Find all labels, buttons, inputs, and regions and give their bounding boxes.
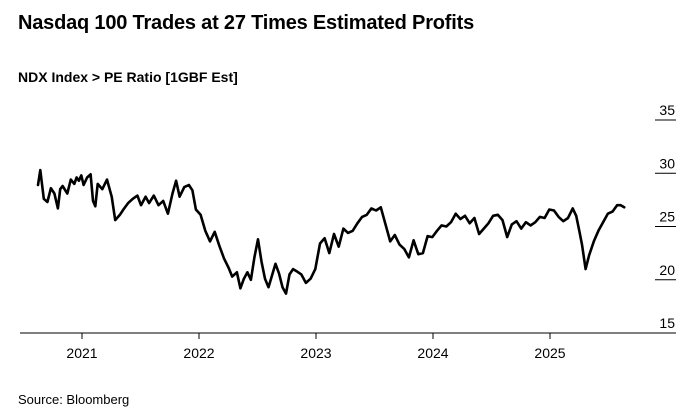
y-tick-label: 25	[659, 209, 675, 225]
y-tick-label: 15	[659, 315, 675, 331]
y-tick-label: 35	[659, 102, 675, 118]
y-axis: 15 20 25 30 35	[655, 102, 676, 334]
x-tick-label: 2025	[534, 345, 565, 361]
y-tick-label: 20	[659, 262, 675, 278]
x-axis: 2021 2022 2023 2024 2025	[20, 332, 676, 361]
chart-title: Nasdaq 100 Trades at 27 Times Estimated …	[18, 12, 474, 34]
pe-ratio-series-line	[36, 168, 626, 295]
x-tick-label: 2023	[300, 345, 331, 361]
x-tick-label: 2021	[66, 345, 97, 361]
series-layer	[36, 168, 626, 295]
y-tick-label: 30	[659, 155, 675, 171]
source-note: Source: Bloomberg	[18, 392, 130, 407]
x-tick-label: 2022	[183, 345, 214, 361]
chart-subtitle: NDX Index > PE Ratio [1GBF Est]	[18, 69, 238, 85]
x-tick-label: 2024	[417, 345, 448, 361]
